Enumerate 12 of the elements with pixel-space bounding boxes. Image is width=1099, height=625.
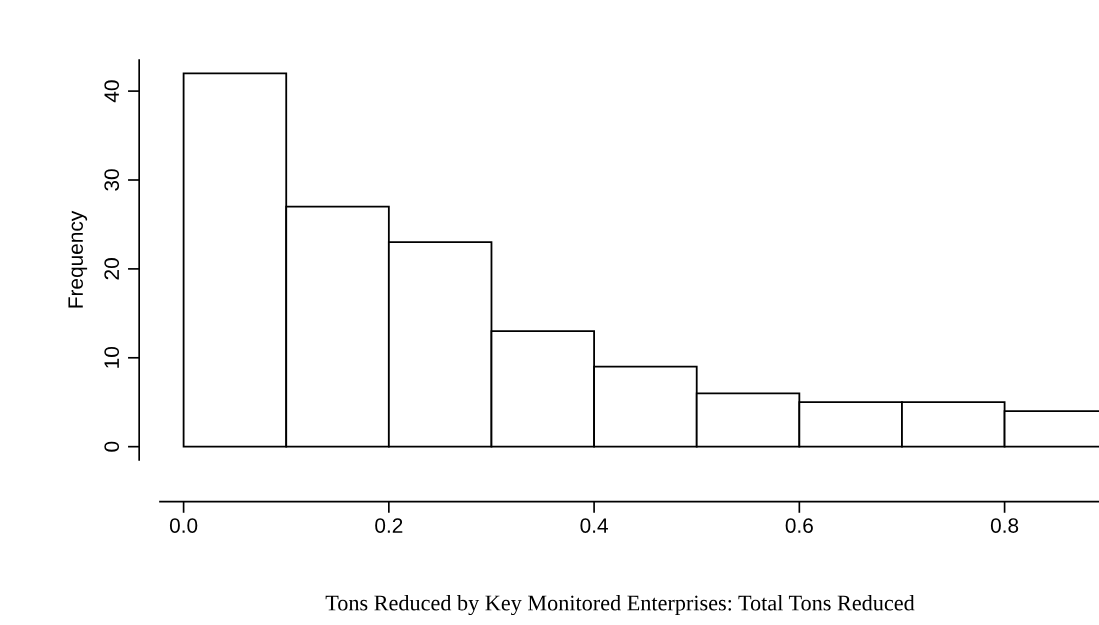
- x-tick-label: 0.6: [785, 518, 813, 533]
- y-tick-label: 20: [104, 258, 120, 280]
- x-tick-label: 0.4: [580, 518, 608, 533]
- y-tick-label: 0: [104, 441, 120, 452]
- x-tick-label: 0.0: [169, 518, 198, 533]
- x-tick-label: 0.8: [990, 518, 1019, 533]
- y-tick-label: 40: [104, 80, 120, 103]
- y-axis-title: Frequency: [68, 210, 88, 308]
- y-tick-label: 10: [104, 347, 120, 368]
- x-tick-label: 0.2: [375, 518, 403, 533]
- y-tick-label: 30: [104, 169, 120, 191]
- x-axis-title: Tons Reduced by Key Monitored Enterprises: Total Tons Reduced: [325, 594, 915, 616]
